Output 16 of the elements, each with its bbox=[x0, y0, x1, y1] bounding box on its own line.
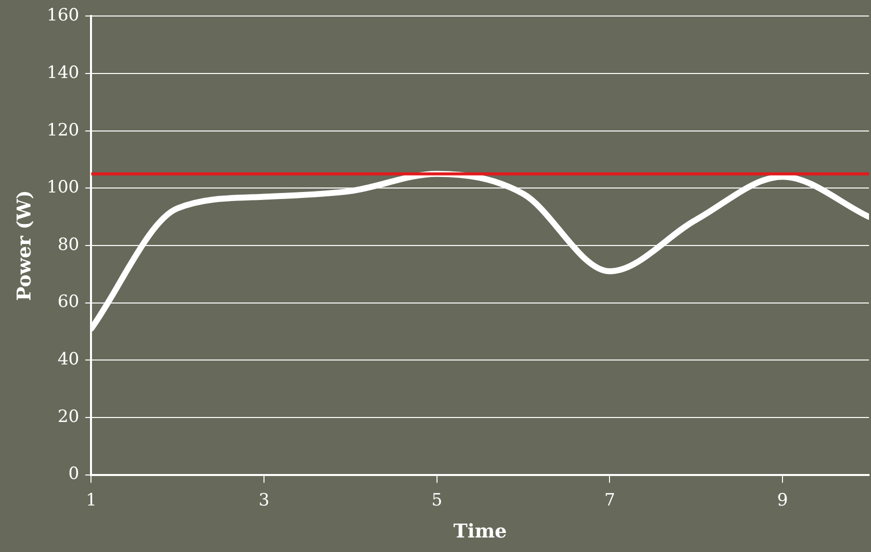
y-axis-title: Power (W) bbox=[13, 190, 36, 301]
y-tick-label: 100 bbox=[46, 178, 80, 198]
y-tick-label: 80 bbox=[58, 234, 80, 255]
y-tick-label: 140 bbox=[46, 62, 80, 83]
y-tick-label: 20 bbox=[58, 406, 80, 427]
y-tick-label: 40 bbox=[58, 350, 80, 370]
x-tick-label: 7 bbox=[604, 490, 616, 510]
y-tick-label: 120 bbox=[46, 120, 80, 140]
x-tick-label: 5 bbox=[432, 490, 442, 510]
y-tick-label: 60 bbox=[58, 292, 80, 312]
x-tick-label: 1 bbox=[86, 490, 97, 510]
y-tick-label: 0 bbox=[68, 464, 80, 484]
x-axis-title: Time bbox=[453, 520, 507, 543]
x-tick-label: 9 bbox=[777, 490, 788, 510]
x-tick-label: 3 bbox=[258, 490, 270, 510]
y-tick-label: 160 bbox=[46, 6, 80, 26]
